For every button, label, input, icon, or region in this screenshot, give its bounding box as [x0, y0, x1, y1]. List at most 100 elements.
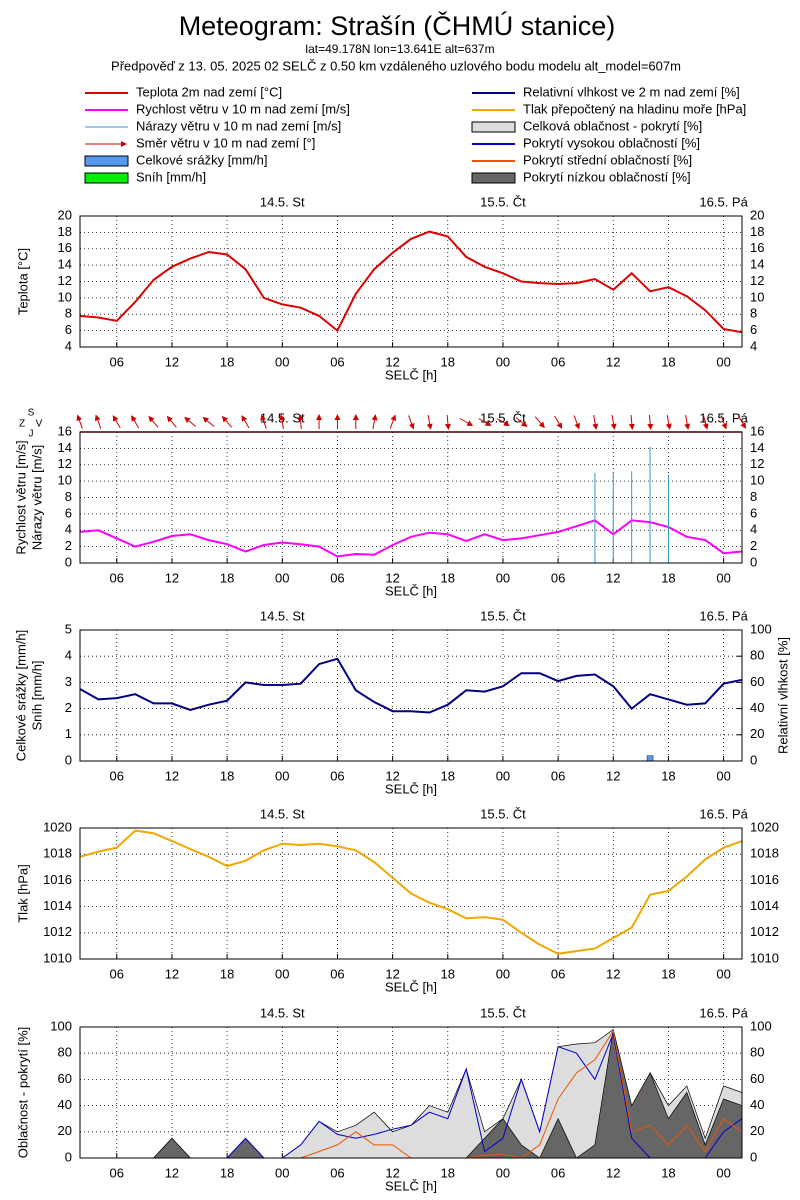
y-tick-label: 5 [65, 621, 72, 636]
x-tick-label: 06 [330, 1165, 344, 1180]
legend-swatch [84, 155, 129, 167]
legend-label: Tlak přepočtený na hladinu moře [hPa] [523, 101, 746, 116]
y-tick-label: 4 [65, 522, 72, 537]
day-label: 15.5. Čt [480, 410, 526, 425]
day-label: 16.5. Pá [699, 608, 748, 623]
wind-arrow [297, 414, 304, 430]
y2-tick-label: 40 [750, 700, 764, 715]
legend-label: Pokrytí střední oblačností [%] [523, 152, 692, 167]
x-tick-label: 12 [165, 768, 179, 783]
x-tick-label: 12 [165, 570, 179, 585]
day-label: 15.5. Čt [480, 608, 526, 623]
y-tick-label: 4 [65, 338, 72, 353]
day-label: 14.5. St [260, 806, 305, 821]
x-tick-label: 12 [165, 966, 179, 981]
x-axis-label: SELČ [h] [385, 1178, 437, 1193]
x-tick-label: 18 [661, 1165, 675, 1180]
y-tick-label-right: 14 [750, 257, 764, 272]
plot-area [80, 216, 742, 347]
day-label: 16.5. Pá [699, 410, 748, 425]
forecast-info: Předpověď z 13. 05. 2025 02 SELČ z 0.50 … [111, 58, 681, 73]
y-tick-label: 0 [65, 752, 72, 767]
y-tick-label: 20 [58, 1123, 72, 1138]
x-tick-label: 00 [496, 768, 510, 783]
y-tick-label-right: 1010 [750, 950, 779, 965]
y-tick-label: 1018 [43, 846, 72, 861]
y-tick-label-right: 20 [750, 207, 764, 222]
day-label: 16.5. Pá [699, 194, 748, 209]
y-tick-label-right: 6 [750, 505, 757, 520]
wind-arrow [371, 414, 378, 429]
day-label: 14.5. St [260, 194, 305, 209]
y2-tick-label: 100 [750, 621, 772, 636]
wind-arrow [496, 418, 510, 426]
x-tick-label: 06 [551, 768, 565, 783]
compass-label: V [36, 419, 43, 430]
x-tick-label: 06 [110, 570, 124, 585]
wind-arrow [444, 414, 451, 430]
y-tick-label: 14 [58, 440, 72, 455]
x-tick-label: 18 [220, 570, 234, 585]
y-tick-label: 0 [65, 554, 72, 569]
wind-arrow [592, 415, 599, 430]
wind-arrow [202, 416, 215, 427]
y-tick-label-right: 1020 [750, 819, 779, 834]
series-line [79, 230, 743, 334]
legend-label: Sníh [mm/h] [136, 169, 206, 184]
y-tick-label-right: 10 [750, 473, 764, 488]
y-tick-label: 1 [65, 726, 72, 741]
wind-arrow [610, 415, 617, 430]
wind-arrow [278, 414, 285, 429]
x-tick-label: 00 [716, 966, 730, 981]
y2-tick-label: 0 [750, 752, 757, 767]
compass-label: S [28, 408, 35, 419]
wind-arrow [702, 415, 709, 430]
y-tick-label-right: 12 [750, 273, 764, 288]
legend-label: Nárazy větru v 10 m nad zemí [m/s] [136, 118, 341, 133]
y-axis-label: Oblačnost - pokrytí [%] [15, 1027, 30, 1159]
y-tick-label-right: 10 [750, 289, 764, 304]
y-tick-label: 3 [65, 674, 72, 689]
y-tick-label: 2 [65, 700, 72, 715]
day-label: 15.5. Čt [480, 194, 526, 209]
wind-arrow [534, 416, 545, 429]
plot-frame [79, 1026, 743, 1159]
x-tick-label: 06 [551, 354, 565, 369]
y-tick-label: 12 [58, 456, 72, 471]
x-tick-label: 00 [275, 354, 289, 369]
x-axis-label: SELČ [h] [385, 367, 437, 382]
wind-arrow [131, 415, 140, 429]
y-axis-label: Celkové srážky [mm/h] [13, 630, 28, 761]
y-tick-label: 16 [58, 423, 72, 438]
y-tick-label-right: 4 [750, 522, 757, 537]
y-tick-label: 1010 [43, 950, 72, 965]
y-tick-label-right: 4 [750, 338, 757, 353]
x-tick-label: 12 [606, 1165, 620, 1180]
x-tick-label: 18 [220, 768, 234, 783]
wind-arrow [76, 414, 83, 429]
wind-arrow [241, 415, 250, 429]
y-tick-label: 10 [58, 473, 72, 488]
y-tick-label: 18 [58, 224, 72, 239]
x-tick-label: 12 [606, 768, 620, 783]
legend-label: Celková oblačnost - pokrytí [%] [523, 118, 702, 133]
y-tick-label: 2 [65, 538, 72, 553]
location: lat=49.178N lon=13.641E alt=637m [305, 42, 494, 56]
x-tick-label: 00 [716, 570, 730, 585]
legend-swatch [84, 172, 129, 184]
x-tick-label: 00 [275, 966, 289, 981]
x-tick-label: 06 [330, 570, 344, 585]
x-tick-label: 12 [606, 966, 620, 981]
x-tick-label: 00 [716, 1165, 730, 1180]
y2-tick-label: 80 [750, 648, 764, 663]
wind-arrow [426, 415, 433, 430]
y-tick-label: 40 [58, 1097, 72, 1112]
x-tick-label: 12 [385, 966, 399, 981]
y-tick-label: 14 [58, 257, 72, 272]
wind-arrow [720, 415, 728, 430]
wind-arrow [554, 415, 563, 429]
legend-label: Rychlost větru v 10 m nad zemí [m/s] [136, 101, 350, 116]
x-tick-label: 12 [606, 354, 620, 369]
plot-frame [79, 215, 743, 348]
x-tick-label: 18 [661, 570, 675, 585]
